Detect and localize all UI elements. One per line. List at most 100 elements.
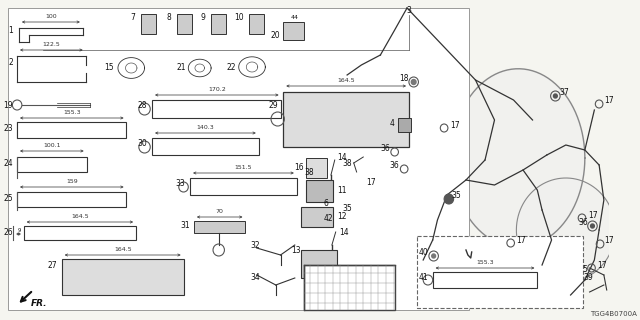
Text: 4: 4 (390, 118, 395, 127)
Text: 100.1: 100.1 (43, 143, 61, 148)
Text: 27: 27 (47, 260, 57, 269)
Text: 155.3: 155.3 (63, 110, 81, 115)
Bar (17, 192, 127, 207)
Text: 36: 36 (380, 143, 390, 153)
Circle shape (432, 254, 436, 258)
Text: 17: 17 (366, 178, 376, 187)
Text: 37: 37 (559, 87, 569, 97)
Bar (141, 14, 156, 34)
Circle shape (412, 79, 416, 84)
Bar (306, 158, 327, 178)
Text: 7: 7 (130, 12, 135, 21)
Text: 155.3: 155.3 (476, 260, 494, 265)
Bar (301, 250, 337, 278)
Text: 30: 30 (138, 139, 147, 148)
Text: 35: 35 (342, 204, 352, 212)
Text: 10: 10 (234, 12, 243, 21)
Bar (190, 178, 297, 195)
Text: 164.5: 164.5 (71, 214, 89, 219)
Text: 39: 39 (583, 274, 593, 283)
Polygon shape (516, 178, 615, 282)
Text: 20: 20 (271, 30, 280, 39)
Bar (152, 138, 259, 155)
Bar (177, 14, 192, 34)
Text: TGG4B0700A: TGG4B0700A (589, 311, 637, 317)
Text: 28: 28 (138, 100, 147, 109)
Text: 38: 38 (304, 167, 314, 177)
Circle shape (444, 194, 454, 204)
Text: 34: 34 (250, 274, 260, 283)
Bar (397, 118, 411, 132)
Bar (433, 272, 538, 288)
Text: 29: 29 (268, 100, 278, 109)
Text: 31: 31 (180, 220, 190, 229)
Text: 5: 5 (583, 266, 588, 275)
Text: 36: 36 (390, 161, 399, 170)
Bar (17, 122, 127, 138)
Circle shape (554, 94, 557, 98)
Text: 44: 44 (291, 14, 299, 20)
Text: 17: 17 (450, 121, 460, 130)
Bar (152, 100, 282, 118)
Text: 1: 1 (8, 26, 13, 35)
Text: 32: 32 (250, 241, 260, 250)
Text: 24: 24 (4, 158, 13, 167)
Bar (301, 207, 333, 227)
Polygon shape (452, 69, 585, 247)
Text: 33: 33 (176, 179, 186, 188)
Text: 12: 12 (337, 212, 347, 220)
Text: 17: 17 (604, 236, 614, 244)
Text: 25: 25 (4, 194, 13, 203)
Text: 9: 9 (200, 12, 205, 21)
Text: 17: 17 (604, 95, 614, 105)
Bar (284, 22, 304, 40)
Bar (249, 14, 264, 34)
Text: 14: 14 (339, 228, 349, 236)
Text: 11: 11 (337, 186, 347, 195)
Text: 164.5: 164.5 (114, 247, 131, 252)
Text: 23: 23 (4, 124, 13, 132)
Text: 17: 17 (597, 260, 607, 269)
Text: 9: 9 (17, 228, 21, 233)
Text: 6: 6 (323, 198, 328, 207)
Bar (8, 8, 469, 310)
Text: 17: 17 (516, 236, 526, 244)
Bar (62, 259, 184, 295)
Bar (304, 265, 395, 310)
Text: 41: 41 (419, 274, 428, 283)
Circle shape (591, 224, 595, 228)
Text: 22: 22 (227, 62, 236, 71)
Bar (306, 180, 333, 202)
Bar (194, 221, 245, 233)
Text: 38: 38 (342, 158, 352, 167)
Text: 40: 40 (418, 247, 428, 257)
Text: 21: 21 (177, 62, 186, 71)
Bar (24, 226, 136, 240)
Bar (284, 92, 409, 147)
Text: 8: 8 (166, 12, 171, 21)
Bar (417, 236, 583, 308)
Text: 140.3: 140.3 (196, 125, 214, 130)
Text: 122.5: 122.5 (42, 42, 60, 47)
Text: 70: 70 (216, 209, 223, 214)
Text: 15: 15 (104, 62, 114, 71)
Text: 100: 100 (45, 14, 57, 19)
Text: 159: 159 (66, 179, 77, 184)
Text: 164.5: 164.5 (337, 78, 355, 83)
Text: 36: 36 (578, 218, 588, 227)
Text: 35: 35 (452, 190, 461, 199)
Text: 170.2: 170.2 (208, 87, 226, 92)
Text: 19: 19 (4, 100, 13, 109)
Text: 2: 2 (8, 58, 13, 67)
Bar (17, 157, 86, 172)
Text: 26: 26 (4, 228, 13, 236)
Text: 3: 3 (406, 5, 412, 14)
Text: 17: 17 (588, 211, 597, 220)
Text: 151.5: 151.5 (235, 165, 252, 170)
Text: 42: 42 (323, 213, 333, 222)
Text: 13: 13 (291, 245, 301, 254)
Text: 16: 16 (294, 163, 304, 172)
Bar (211, 14, 227, 34)
Text: FR.: FR. (31, 299, 47, 308)
Text: 14: 14 (337, 153, 348, 162)
